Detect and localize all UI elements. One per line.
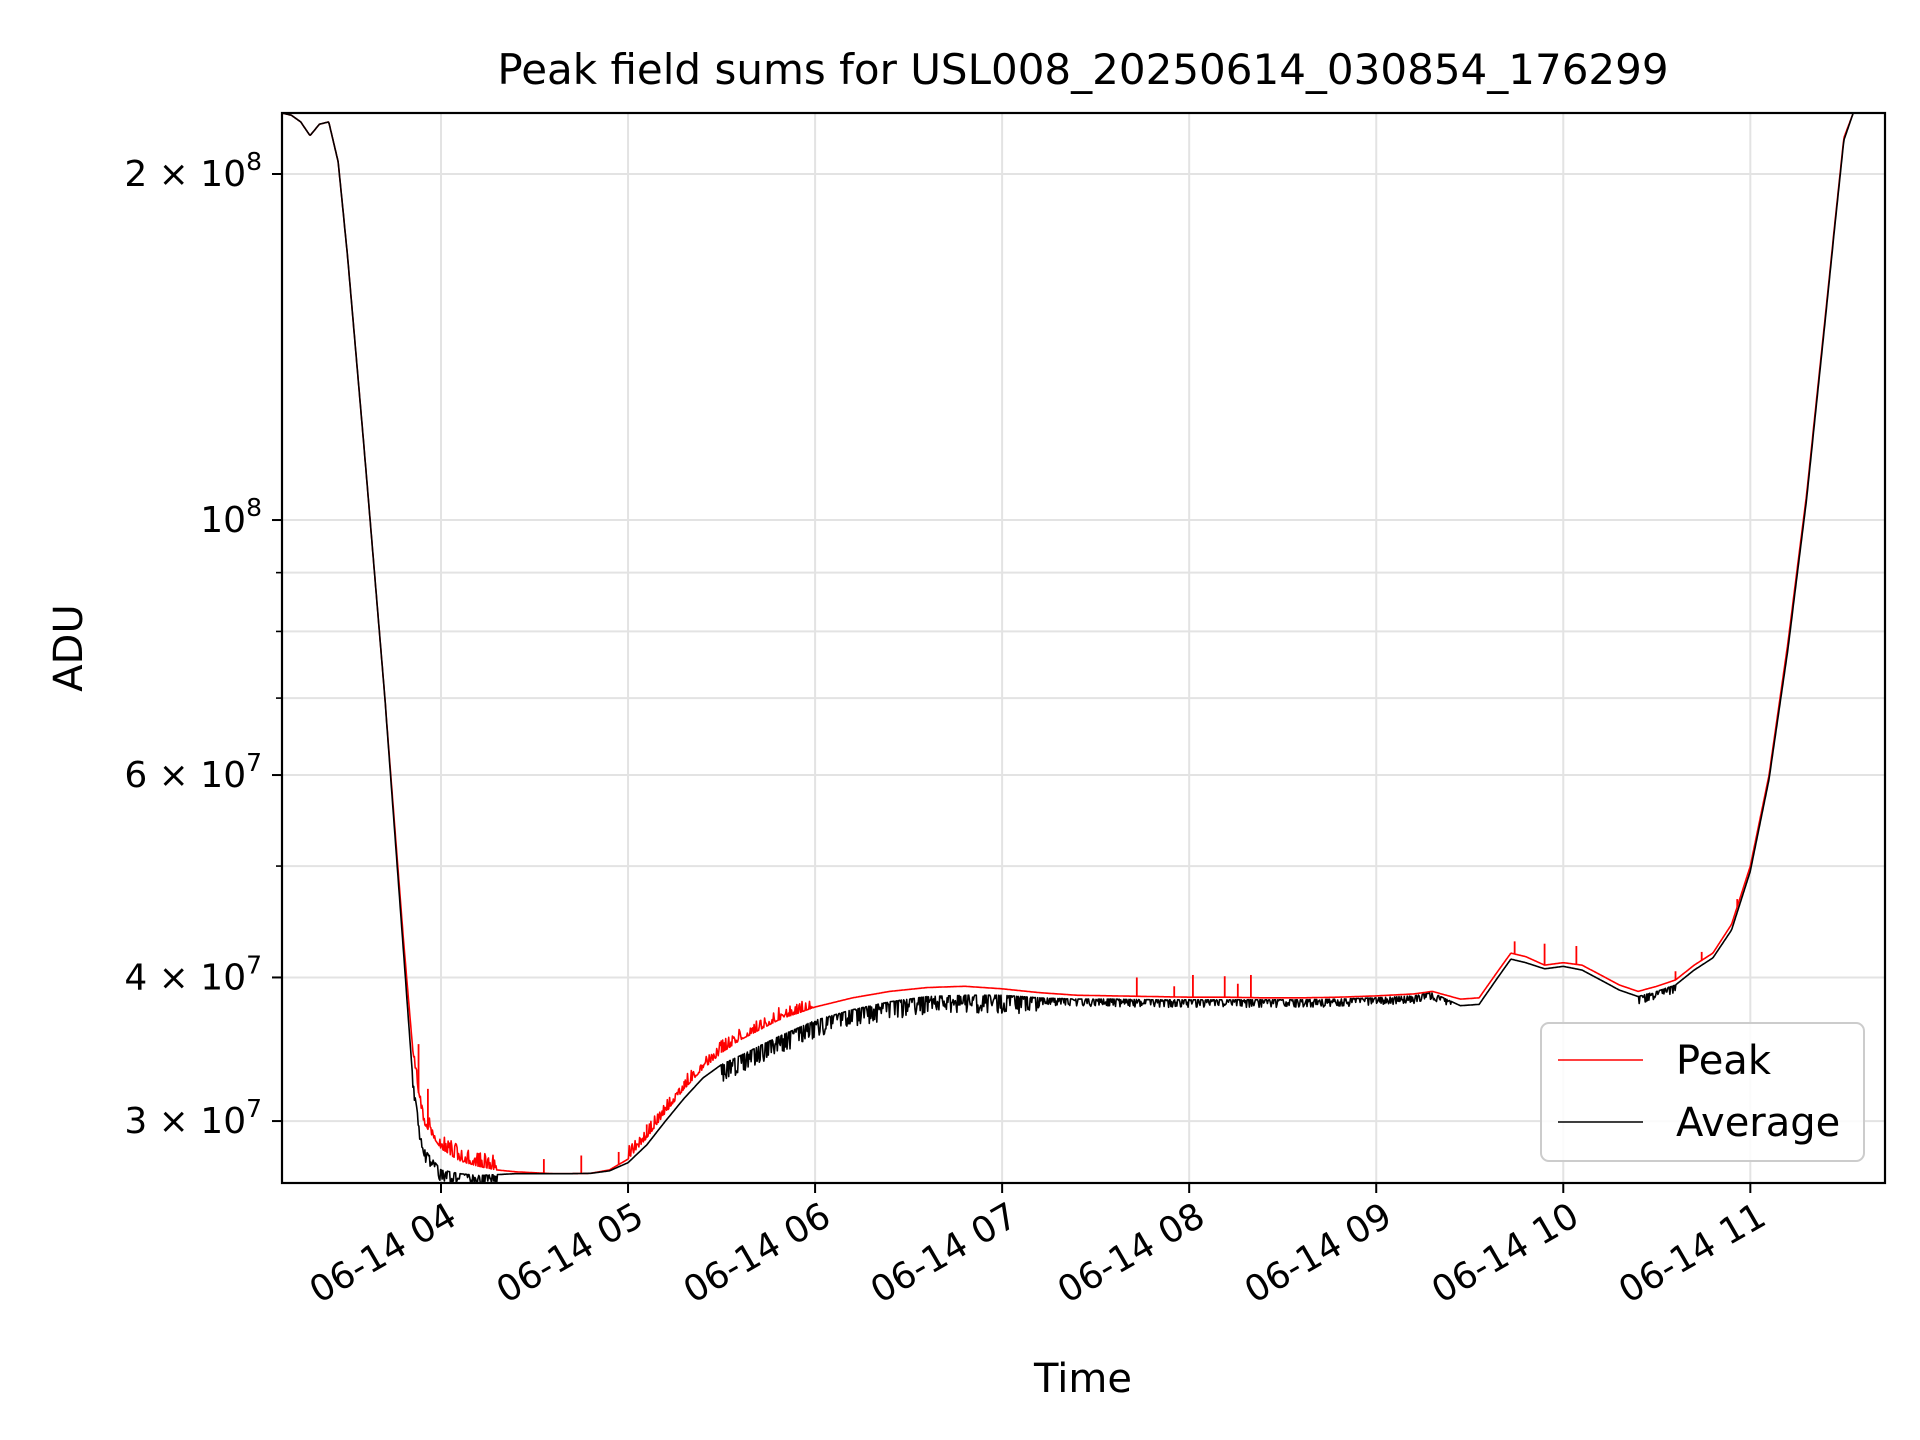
- plot-frame: [280, 111, 1887, 1185]
- legend-label-average: Average: [1676, 1100, 1840, 1146]
- y-tick-label: 6 × 107: [124, 748, 262, 796]
- y-tick-label: 4 × 107: [124, 950, 262, 998]
- y-tick-label: 108: [200, 493, 262, 541]
- chart-title: Peak field sums for USL008_20250614_0308…: [497, 45, 1668, 94]
- x-axis-label: Time: [1033, 1356, 1132, 1402]
- y-tick-label: 2 × 108: [124, 147, 262, 195]
- y-axis-label: ADU: [46, 604, 92, 691]
- y-tick-label: 3 × 107: [124, 1094, 262, 1142]
- grid: [282, 113, 1885, 1183]
- series-line-average: [281, 112, 1885, 1184]
- legend-label-peak: Peak: [1676, 1038, 1772, 1084]
- series-layer: [281, 112, 1885, 1184]
- legend-box: [1540, 1022, 1865, 1162]
- legend: Peak Average: [1540, 1022, 1865, 1162]
- y-axis: 3 × 107 4 × 107 6 × 107 108 2 × 108: [124, 147, 282, 1142]
